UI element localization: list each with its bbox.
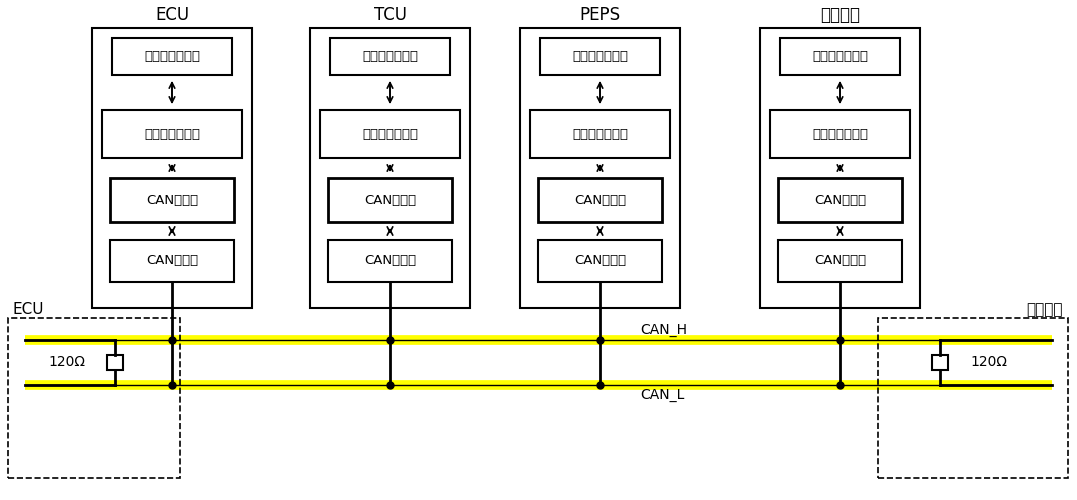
Text: PEPS: PEPS [579,6,620,24]
Bar [8,318,180,478]
Bar [530,110,670,158]
Bar [107,355,123,370]
Text: TCU: TCU [374,6,406,24]
Bar [328,240,452,282]
Text: 传感器、执行器: 传感器、执行器 [572,50,628,63]
Text: CAN收发器: CAN收发器 [146,254,198,268]
Bar [110,240,234,282]
Text: 组合仪表: 组合仪表 [1026,302,1063,318]
Text: ECU: ECU [13,302,44,318]
Bar [932,355,948,370]
Bar [310,28,470,308]
Bar [110,178,234,222]
Bar [538,178,662,222]
Text: CAN收发器: CAN收发器 [814,254,866,268]
Bar [770,110,910,158]
Bar [878,318,1068,478]
Text: CAN控制器: CAN控制器 [364,194,416,206]
Bar [760,28,920,308]
Text: ECU: ECU [155,6,190,24]
Text: CAN控制器: CAN控制器 [574,194,626,206]
Text: 控制单元处理器: 控制单元处理器 [144,128,200,140]
Bar [320,110,460,158]
Text: CAN控制器: CAN控制器 [146,194,198,206]
Bar [92,28,252,308]
Bar [778,240,903,282]
Text: 传感器、执行器: 传感器、执行器 [812,50,868,63]
Text: CAN_L: CAN_L [640,388,684,402]
Bar [112,38,232,75]
Bar [540,38,660,75]
Text: 组合仪表: 组合仪表 [820,6,861,24]
Bar [780,38,900,75]
Text: CAN_H: CAN_H [640,323,687,337]
Text: CAN收发器: CAN收发器 [574,254,626,268]
Bar [330,38,450,75]
Text: CAN控制器: CAN控制器 [814,194,866,206]
Bar [520,28,680,308]
Text: 120Ω: 120Ω [48,356,85,370]
Text: 控制单元处理器: 控制单元处理器 [572,128,628,140]
Text: 控制单元处理器: 控制单元处理器 [812,128,868,140]
Bar [328,178,452,222]
Text: CAN收发器: CAN收发器 [364,254,416,268]
Bar [102,110,242,158]
Text: 控制单元处理器: 控制单元处理器 [362,128,418,140]
Text: 传感器、执行器: 传感器、执行器 [144,50,200,63]
Bar [538,240,662,282]
Text: 120Ω: 120Ω [970,356,1007,370]
Text: 传感器、执行器: 传感器、执行器 [362,50,418,63]
Bar [778,178,903,222]
